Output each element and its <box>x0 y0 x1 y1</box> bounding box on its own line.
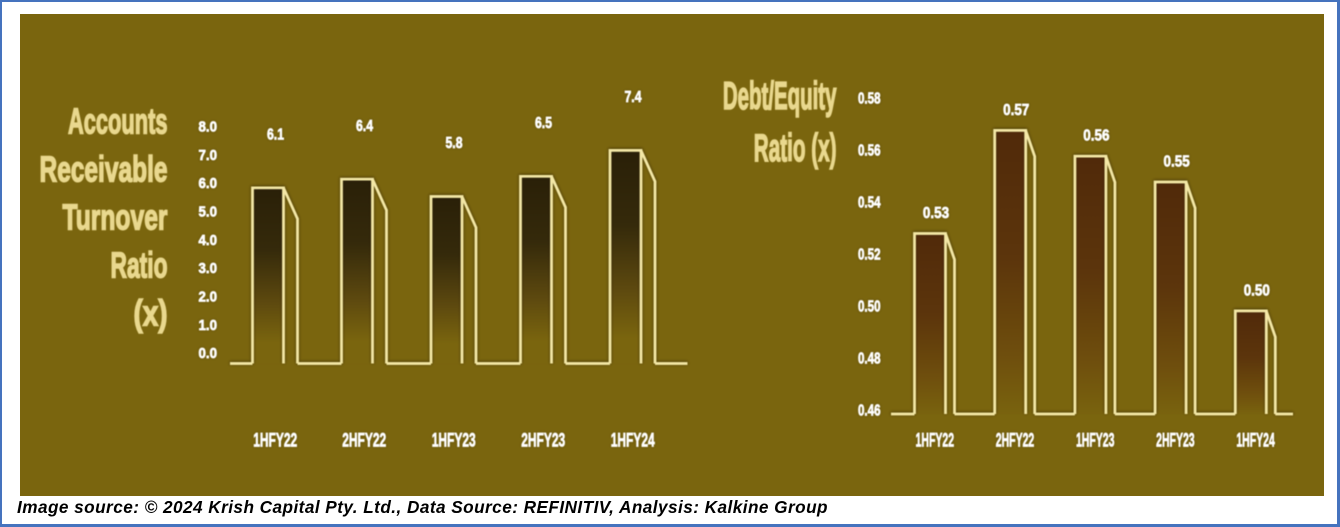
svg-text:Turnover: Turnover <box>63 197 168 238</box>
svg-text:Receivable: Receivable <box>40 148 168 189</box>
svg-text:0.52: 0.52 <box>858 247 881 264</box>
svg-text:0.54: 0.54 <box>858 195 881 212</box>
svg-text:Ratio: Ratio <box>111 245 168 286</box>
svg-text:6.5: 6.5 <box>535 115 552 132</box>
svg-text:5.0: 5.0 <box>199 204 218 221</box>
svg-text:0.50: 0.50 <box>858 299 881 316</box>
svg-text:3.0: 3.0 <box>199 260 218 277</box>
svg-text:0.53: 0.53 <box>923 205 949 222</box>
svg-text:2HFY22: 2HFY22 <box>342 430 386 451</box>
svg-text:4.0: 4.0 <box>199 232 218 249</box>
svg-text:2HFY23: 2HFY23 <box>521 430 565 451</box>
svg-text:0.50: 0.50 <box>1244 282 1270 299</box>
svg-text:1.0: 1.0 <box>199 317 218 334</box>
svg-text:0.56: 0.56 <box>1083 128 1109 145</box>
svg-text:2.0: 2.0 <box>199 289 218 306</box>
svg-text:6.0: 6.0 <box>199 175 218 192</box>
svg-text:0.57: 0.57 <box>1003 102 1029 119</box>
svg-text:1HFY23: 1HFY23 <box>432 430 476 451</box>
svg-text:8.0: 8.0 <box>199 119 218 136</box>
svg-text:1HFY23: 1HFY23 <box>1076 430 1115 451</box>
svg-text:6.1: 6.1 <box>267 127 284 144</box>
svg-text:7.0: 7.0 <box>199 147 218 164</box>
svg-text:7.4: 7.4 <box>625 89 642 106</box>
svg-text:2HFY23: 2HFY23 <box>1156 430 1195 451</box>
svg-text:5.8: 5.8 <box>446 135 463 152</box>
svg-text:0.56: 0.56 <box>858 143 881 160</box>
svg-text:(x): (x) <box>134 293 168 334</box>
svg-text:0.46: 0.46 <box>858 403 881 420</box>
svg-text:1HFY24: 1HFY24 <box>1236 430 1275 451</box>
svg-text:Ratio (x): Ratio (x) <box>754 127 837 170</box>
svg-text:Debt/Equity: Debt/Equity <box>723 75 837 118</box>
svg-text:Accounts: Accounts <box>68 100 168 141</box>
svg-text:1HFY22: 1HFY22 <box>253 430 297 451</box>
svg-text:1HFY22: 1HFY22 <box>916 430 955 451</box>
svg-text:6.4: 6.4 <box>356 118 373 135</box>
svg-text:0.58: 0.58 <box>858 91 881 108</box>
svg-text:0.0: 0.0 <box>199 345 218 362</box>
svg-text:2HFY22: 2HFY22 <box>996 430 1035 451</box>
svg-text:1HFY24: 1HFY24 <box>611 430 655 451</box>
svg-text:0.55: 0.55 <box>1164 154 1190 171</box>
svg-text:0.48: 0.48 <box>858 351 881 368</box>
